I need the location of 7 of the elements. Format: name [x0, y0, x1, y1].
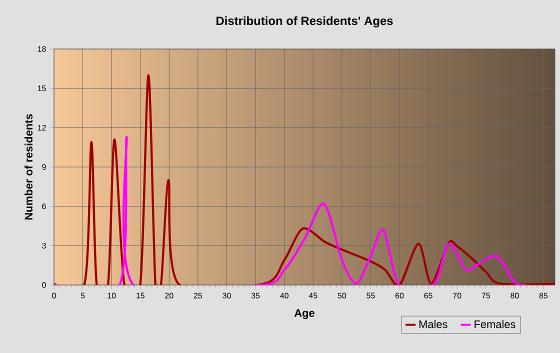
line-series	[54, 136, 528, 285]
legend-label: Males	[419, 320, 448, 328]
x-axis-title: Age	[294, 309, 314, 320]
legend-label: Females	[474, 320, 516, 328]
chart-title: Distribution of Residents' Ages	[216, 16, 393, 28]
line-series	[54, 74, 556, 285]
y-axis-title: Number of residents	[24, 114, 33, 220]
